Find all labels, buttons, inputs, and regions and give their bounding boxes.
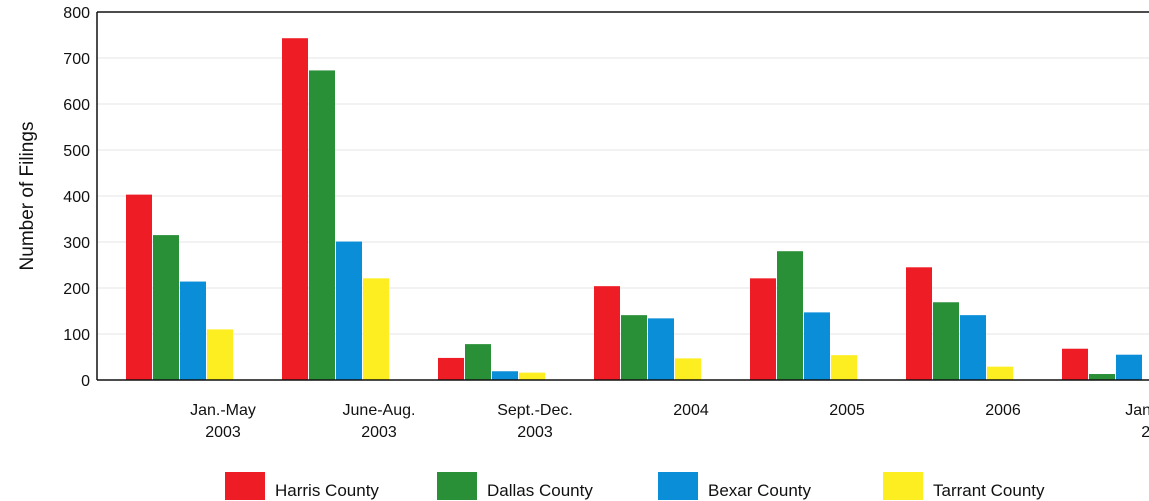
bar bbox=[465, 344, 491, 380]
category-label: 2007 bbox=[1141, 424, 1149, 441]
legend-label: Tarrant County bbox=[933, 481, 1045, 500]
bar bbox=[363, 278, 389, 380]
axes bbox=[96, 11, 1149, 381]
category-labels: Jan.-May 2003 June-Aug. 2003 Sept.-Dec. 2003 2… bbox=[190, 402, 1149, 441]
bar bbox=[1089, 374, 1115, 380]
y-tick-label: 700 bbox=[63, 51, 90, 68]
bar bbox=[519, 372, 545, 380]
bar bbox=[126, 194, 152, 380]
legend-label: Dallas County bbox=[487, 481, 593, 500]
bar bbox=[987, 366, 1013, 380]
bar bbox=[309, 70, 335, 381]
legend-label: Harris County bbox=[275, 481, 379, 500]
y-tick-label: 100 bbox=[63, 327, 90, 344]
bars bbox=[126, 38, 1142, 381]
legend-swatch bbox=[225, 472, 265, 500]
bar bbox=[1116, 354, 1142, 380]
bar bbox=[621, 315, 647, 380]
bar bbox=[492, 371, 518, 380]
legend: Harris County Dallas County Bexar County Ta… bbox=[225, 472, 1045, 500]
bar bbox=[153, 235, 179, 380]
bar bbox=[804, 312, 830, 380]
category-label: June-Aug. bbox=[343, 402, 416, 419]
y-tick-label: 0 bbox=[81, 373, 90, 390]
y-tick-label: 200 bbox=[63, 281, 90, 298]
bar bbox=[750, 278, 776, 380]
y-tick-labels: 0 100 200 300 400 500 600 700 800 bbox=[63, 5, 90, 390]
bar bbox=[594, 286, 620, 380]
category-label: 2003 bbox=[361, 424, 397, 441]
bar bbox=[180, 281, 206, 380]
bar bbox=[960, 315, 986, 380]
category-label: Jan.-May bbox=[190, 402, 256, 419]
y-tick-label: 400 bbox=[63, 189, 90, 206]
y-axis-label: Number of Filings bbox=[17, 122, 38, 271]
category-label: Sept.-Dec. bbox=[497, 402, 573, 419]
bar bbox=[675, 358, 701, 380]
bar bbox=[282, 38, 308, 380]
category-label: 2006 bbox=[985, 402, 1021, 419]
bar bbox=[906, 267, 932, 380]
y-tick-label: 800 bbox=[63, 5, 90, 22]
y-tick-label: 600 bbox=[63, 97, 90, 114]
category-label: 2003 bbox=[205, 424, 241, 441]
category-label: 2005 bbox=[829, 402, 865, 419]
bar bbox=[933, 302, 959, 380]
legend-swatch bbox=[437, 472, 477, 500]
bar bbox=[438, 357, 464, 380]
bar bbox=[648, 318, 674, 380]
legend-label: Bexar County bbox=[708, 481, 811, 500]
category-label: 2004 bbox=[673, 402, 709, 419]
legend-swatch bbox=[658, 472, 698, 500]
bar bbox=[207, 329, 233, 380]
category-label: 2003 bbox=[517, 424, 553, 441]
bar bbox=[336, 241, 362, 380]
y-tick-label: 500 bbox=[63, 143, 90, 160]
grid-lines bbox=[97, 57, 1149, 335]
bar bbox=[1062, 348, 1088, 380]
category-label: Jan.-April bbox=[1125, 402, 1149, 419]
bar bbox=[831, 355, 857, 380]
legend-swatch bbox=[883, 472, 923, 500]
y-tick-label: 300 bbox=[63, 235, 90, 252]
bar bbox=[777, 251, 803, 380]
